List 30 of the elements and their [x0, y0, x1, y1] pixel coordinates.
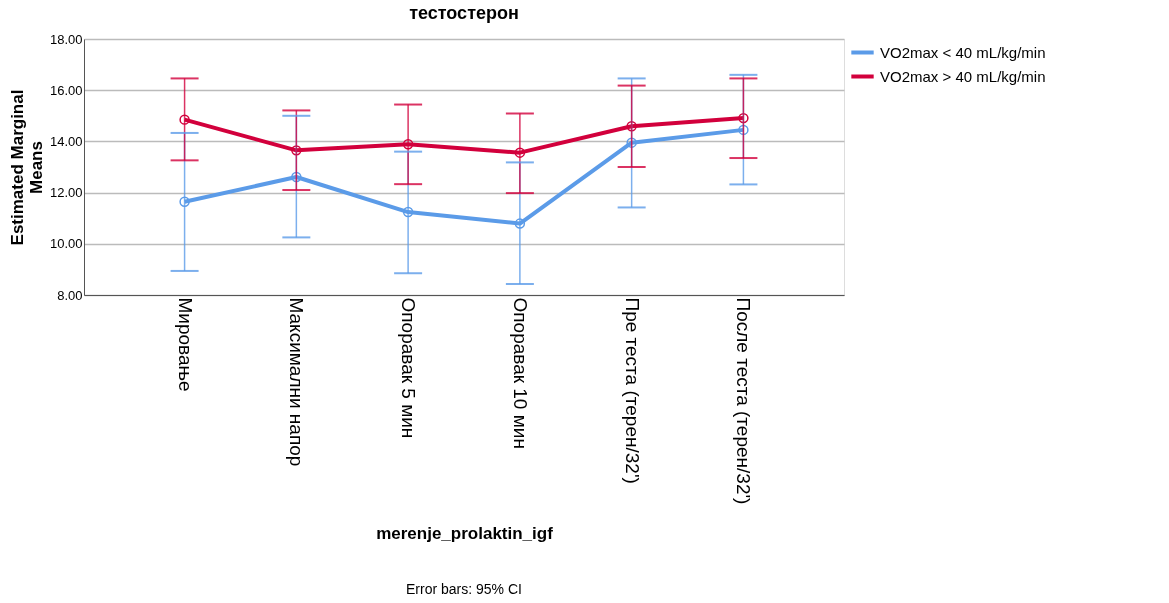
point — [514, 218, 526, 229]
x-tick-label: Мировање — [174, 297, 196, 392]
point — [514, 147, 526, 158]
y-tick-label: 8.00 — [57, 287, 83, 303]
y-tick-label: 10.00 — [49, 236, 83, 252]
point — [402, 206, 414, 218]
y-tick-label: 12.00 — [49, 185, 83, 201]
point — [626, 121, 637, 132]
legend-label: VO2max > 40 mL/kg/min — [880, 67, 1046, 85]
x-tick-label: Пре теста (терен/32') — [621, 297, 643, 484]
text: Error bars: 95% CI — [406, 581, 522, 597]
y-tick-label: 18.00 — [49, 31, 83, 47]
point — [626, 137, 637, 148]
point — [291, 145, 302, 156]
point — [179, 196, 190, 208]
y-axis-title: Estimated Marginal Means — [7, 89, 46, 246]
x-tick-label: Опоравак 10 мин — [509, 297, 531, 449]
x-tick-label: Максимални напор — [286, 297, 308, 467]
point — [179, 114, 190, 125]
point — [738, 124, 749, 136]
y-tick-label: 14.00 — [49, 133, 83, 149]
point — [402, 139, 414, 150]
x-tick-label: После теста (терен/32') — [733, 297, 755, 505]
point — [291, 171, 302, 183]
y-tick-label: 16.00 — [49, 82, 83, 98]
legend-label: VO2max < 40 mL/kg/min — [880, 43, 1046, 61]
chart-title: тестостерон — [409, 3, 519, 23]
point — [738, 112, 749, 124]
x-tick-label: Опоравак 5 мин — [398, 297, 420, 439]
x-axis-title: merenje_prolaktin_igf — [376, 523, 554, 543]
